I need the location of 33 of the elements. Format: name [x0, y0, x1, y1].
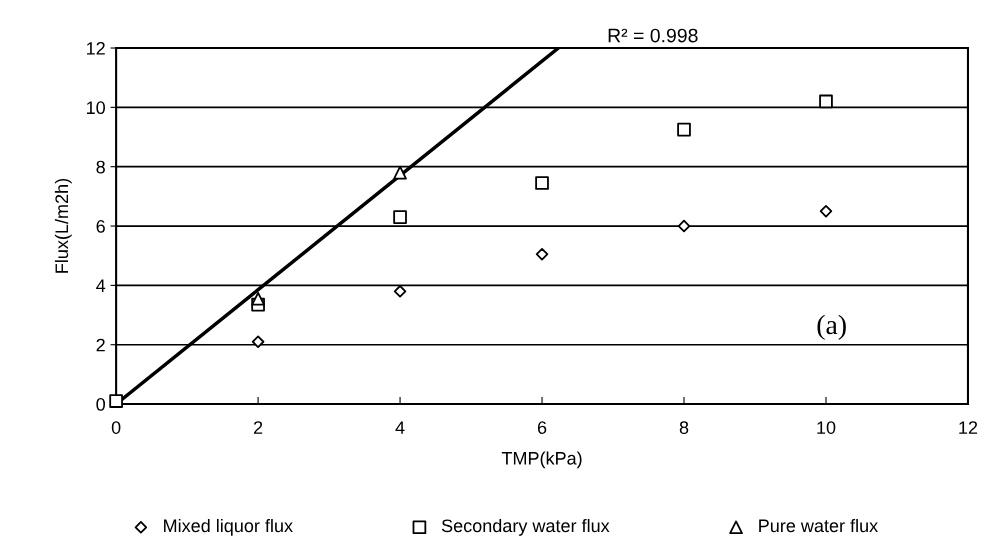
- x-tick-label: 12: [959, 421, 978, 434]
- point: [393, 210, 407, 224]
- point: [535, 176, 549, 190]
- annotation: (a): [817, 314, 846, 340]
- point: [677, 219, 691, 233]
- point: [535, 248, 549, 261]
- x-tick-label: 6: [537, 421, 547, 434]
- y-axis-title: Flux(L/m2h): [54, 179, 72, 273]
- x-axis-title: TMP(kPa): [501, 451, 582, 469]
- text: R² = 0.998: [608, 28, 698, 43]
- y-tick-label: 2: [96, 338, 105, 352]
- legend-label: Secondary water flux: [441, 518, 610, 536]
- y-tick-label: 6: [96, 219, 105, 233]
- point: [109, 394, 123, 408]
- x-tick-label: 4: [395, 421, 405, 434]
- point: [819, 204, 833, 218]
- y-tick-label: 0: [96, 398, 105, 411]
- legend-label: Mixed liquor flux: [164, 518, 293, 536]
- y-tick-label: 12: [86, 41, 105, 55]
- x-tick-label: 0: [111, 421, 121, 434]
- point: [251, 335, 265, 348]
- y-tick-label: 10: [86, 101, 105, 115]
- x-tick-label: 10: [817, 421, 836, 434]
- x-tick-label: 8: [679, 421, 689, 434]
- point: [393, 285, 407, 298]
- x-tick-label: 2: [253, 421, 263, 434]
- y-tick-label: 4: [96, 279, 106, 292]
- point: [393, 165, 407, 180]
- point: [819, 94, 833, 109]
- point: [677, 122, 691, 137]
- point: [251, 291, 265, 306]
- legend-label: Pure water flux: [759, 518, 878, 533]
- y-tick-label: 8: [96, 160, 105, 174]
